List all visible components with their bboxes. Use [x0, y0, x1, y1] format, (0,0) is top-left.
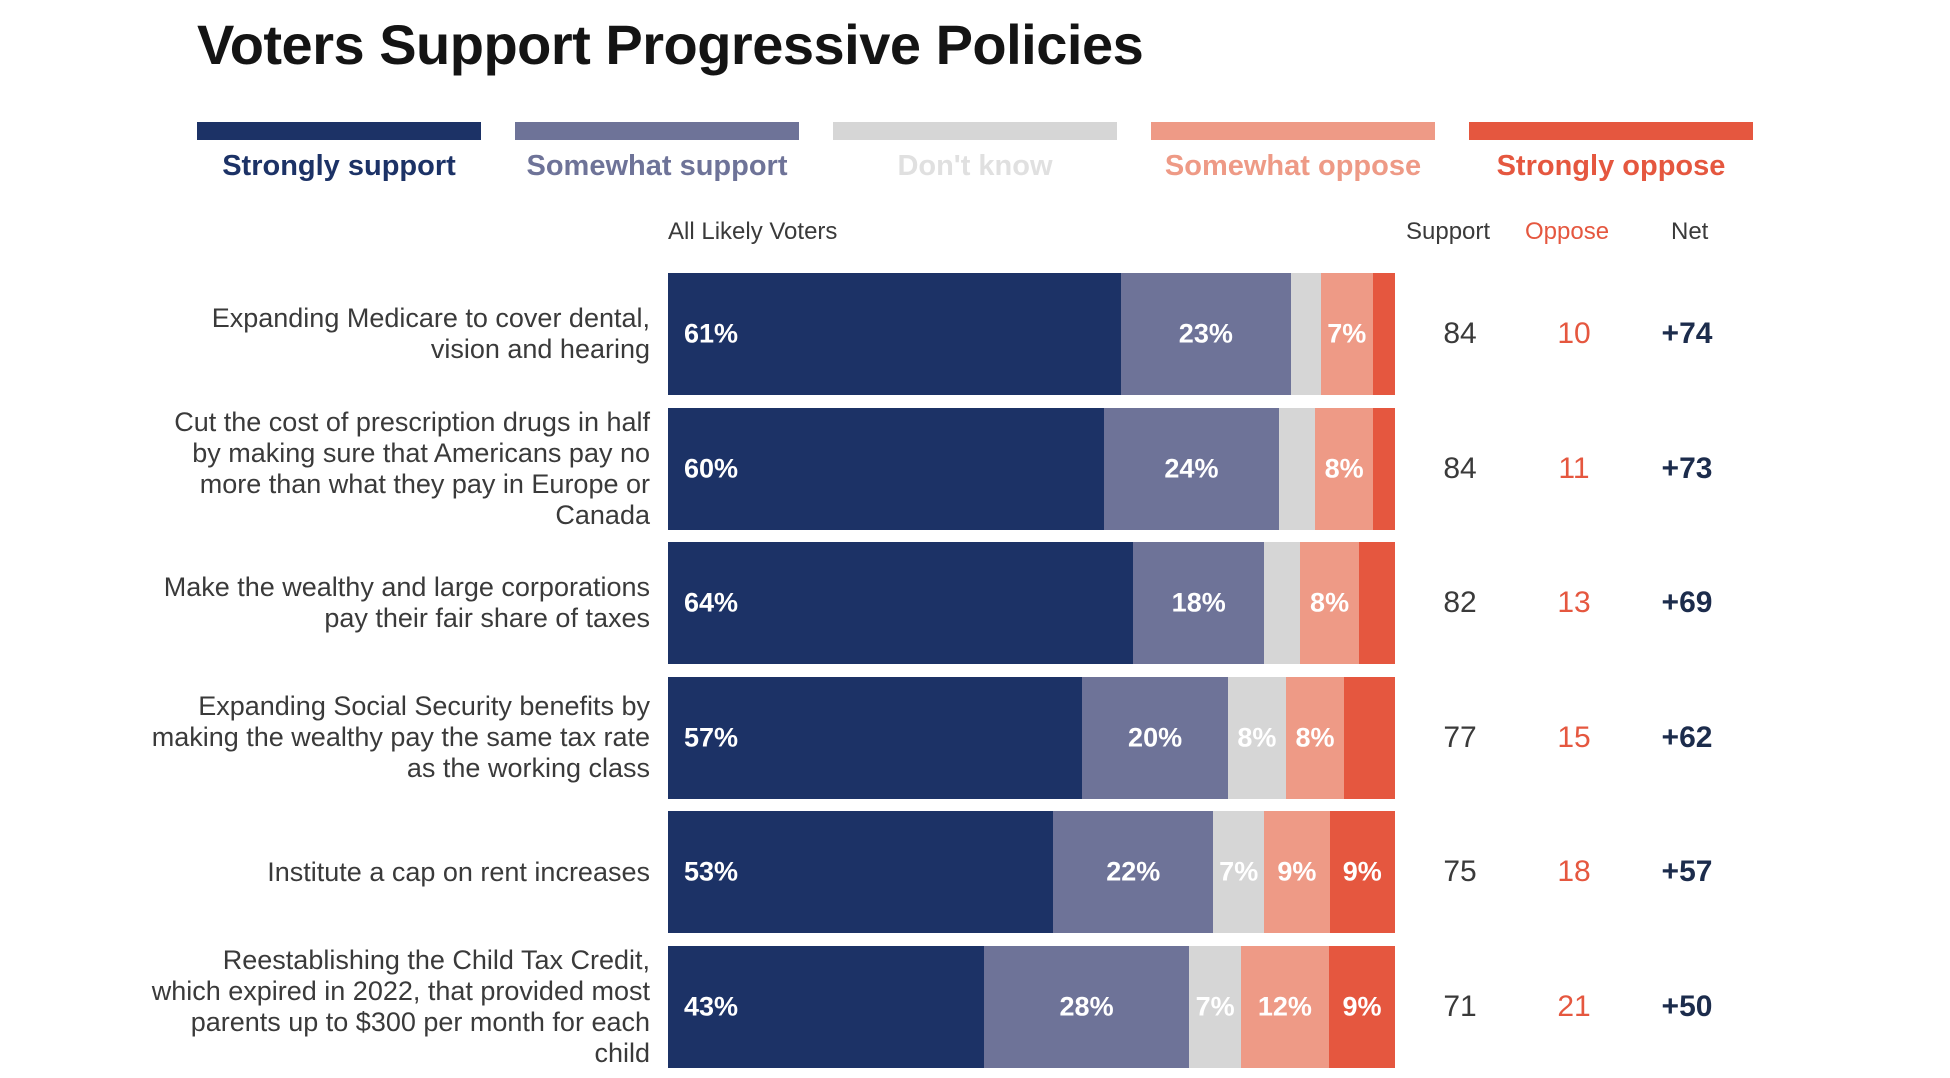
bar-segment [1053, 811, 1214, 933]
bar-segment [668, 945, 984, 1068]
bar-segment [1300, 542, 1359, 664]
legend-label: Somewhat support [526, 150, 788, 182]
bar-segment [1358, 542, 1395, 664]
bar-segment [668, 407, 1105, 530]
bar-segment [1264, 542, 1301, 664]
oppose-value: 21 [1557, 989, 1591, 1023]
data-label: 8% [1237, 722, 1277, 752]
bar-segment [668, 273, 1121, 395]
bar-segment [1240, 945, 1329, 1068]
bar-segment [1082, 676, 1228, 799]
bar-segment [1133, 542, 1265, 664]
support-header: Support [1406, 218, 1491, 245]
support-value: 75 [1443, 855, 1477, 888]
data-label: 20% [1128, 722, 1183, 752]
data-label: 28% [1059, 991, 1114, 1021]
bar-segment [983, 945, 1190, 1068]
data-label: 7% [1195, 991, 1235, 1021]
row-label: Reestablishing the Child Tax Credit, whi… [151, 944, 650, 1068]
bar-segment [1264, 811, 1330, 933]
data-label: 8% [1310, 587, 1350, 618]
bar-segment [1373, 407, 1395, 530]
bar-segment [1213, 811, 1265, 933]
support-value: 71 [1443, 989, 1477, 1023]
net-value: +62 [1661, 720, 1713, 754]
data-label: 9% [1277, 856, 1317, 887]
support-value: 77 [1443, 720, 1477, 754]
row-label: Expanding Social Security benefits by ma… [151, 691, 650, 783]
data-label: 24% [1164, 453, 1219, 483]
legend-label: Somewhat oppose [1164, 150, 1422, 182]
legend-label: Don't know [897, 150, 1053, 182]
data-label: 9% [1342, 856, 1382, 887]
oppose-value: 13 [1557, 586, 1591, 619]
legend-item: Somewhat oppose [1151, 122, 1435, 183]
bar-segment [1120, 273, 1292, 395]
data-label: 23% [1178, 318, 1233, 349]
legend-swatch [1469, 122, 1753, 140]
chart-title: Voters Support Progressive Policies [197, 13, 1144, 76]
data-label: 53% [684, 856, 739, 887]
row-label: Expanding Medicare to cover dental, visi… [211, 303, 650, 364]
net-value: +69 [1661, 586, 1713, 619]
net-value: +50 [1661, 989, 1713, 1023]
data-label: 7% [1219, 856, 1259, 887]
net-value: +73 [1661, 451, 1713, 485]
support-value: 82 [1443, 586, 1477, 619]
oppose-header: Oppose [1525, 218, 1610, 245]
legend-label: Strongly oppose [1496, 150, 1726, 182]
bar-segment [1328, 945, 1395, 1068]
support-value: 84 [1443, 317, 1477, 350]
bar-segment [1291, 273, 1321, 395]
bar-segment [668, 811, 1054, 933]
data-label: 57% [684, 722, 739, 752]
bar-segment [1285, 676, 1345, 799]
row-label: Make the wealthy and large corporations … [163, 572, 650, 633]
legend-item: Strongly support [197, 122, 481, 183]
bar-segment [1189, 945, 1241, 1068]
bar-segment [1278, 407, 1316, 530]
oppose-value: 18 [1557, 855, 1591, 888]
data-label: 61% [684, 318, 739, 349]
bar-segment [1372, 273, 1395, 395]
oppose-value: 10 [1557, 317, 1591, 350]
support-value: 84 [1443, 451, 1477, 485]
legend-item: Strongly oppose [1469, 122, 1753, 183]
net-value: +57 [1661, 855, 1713, 888]
bar-segment [668, 676, 1083, 799]
data-label: 64% [684, 587, 739, 618]
bar-segment [668, 542, 1134, 664]
data-label: 60% [684, 453, 739, 483]
net-header: Net [1671, 218, 1709, 245]
data-label: 18% [1171, 587, 1226, 618]
data-label: 8% [1295, 722, 1335, 752]
data-label: 7% [1327, 318, 1367, 349]
data-label: 43% [684, 991, 739, 1021]
bar-segment [1329, 811, 1395, 933]
bar-segment [1227, 676, 1286, 799]
legend-item: Somewhat support [515, 122, 799, 183]
legend-swatch [515, 122, 799, 140]
legend-swatch [833, 122, 1117, 140]
data-label: 9% [1342, 991, 1382, 1021]
row-label: Institute a cap on rent increases [267, 856, 650, 887]
legend-swatch [1151, 122, 1435, 140]
data-label: 22% [1106, 856, 1161, 887]
bar-segment [1315, 407, 1374, 530]
net-value: +74 [1661, 317, 1713, 350]
data-label: 8% [1324, 453, 1364, 483]
bar-segment [1344, 676, 1395, 799]
bar-segment [1104, 407, 1279, 530]
row-label: Cut the cost of prescription drugs in ha… [174, 406, 650, 530]
legend-swatch [197, 122, 481, 140]
legend-label: Strongly support [222, 150, 456, 182]
data-label: 12% [1257, 991, 1312, 1021]
bar-segment [1320, 273, 1373, 395]
column-header: All Likely Voters [668, 218, 838, 245]
oppose-value: 11 [1558, 451, 1590, 485]
legend-item: Don't know [833, 122, 1117, 183]
oppose-value: 15 [1557, 720, 1591, 754]
